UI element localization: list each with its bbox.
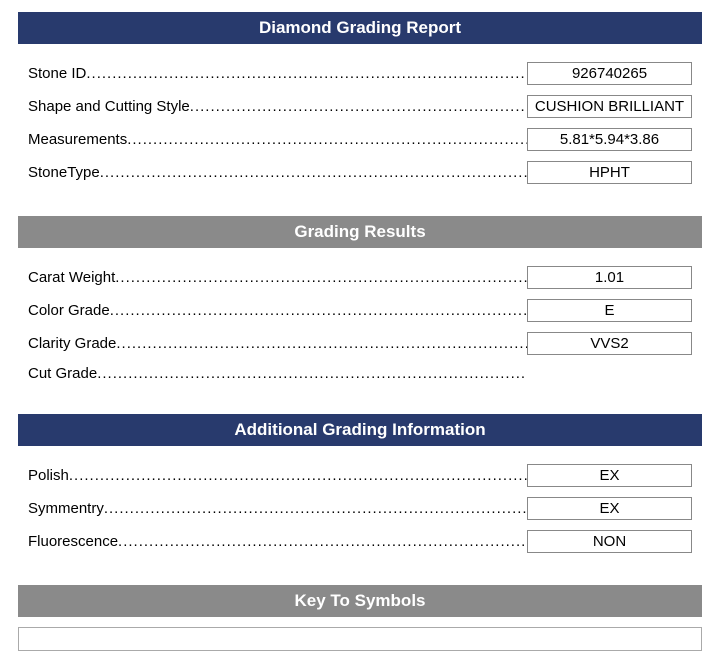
row-value-wrap: VVS2 [527, 332, 692, 355]
row-label: Polish [28, 467, 527, 484]
report-root: Diamond Grading ReportStone ID926740265S… [18, 12, 702, 651]
row-value: CUSHION BRILLIANT [527, 95, 692, 118]
report-row: Fluorescence NON [28, 530, 692, 553]
row-label: Stone ID [28, 65, 527, 82]
row-value: EX [527, 497, 692, 520]
row-value-wrap: EX [527, 464, 692, 487]
row-label: Color Grade [28, 302, 527, 319]
row-label: Carat Weight [28, 269, 527, 286]
report-row: Symmentry EX [28, 497, 692, 520]
report-row: Shape and Cutting Style CUSHION BRILLIANT [28, 95, 692, 118]
row-value-wrap: 926740265 [527, 62, 692, 85]
report-row: Color Grade E [28, 299, 692, 322]
section-body-additional: Polish EX Symmentry EX Fluorescence NON [18, 446, 702, 573]
symbols-box [18, 627, 702, 651]
row-label: Fluorescence [28, 533, 527, 550]
row-label: StoneType [28, 164, 527, 181]
row-label-text: Fluorescence [28, 533, 118, 550]
report-row: Carat Weight 1.01 [28, 266, 692, 289]
row-value: 5.81*5.94*3.86 [527, 128, 692, 151]
report-row: Measurements 5.81*5.94*3.86 [28, 128, 692, 151]
section-header-main: Diamond Grading Report [18, 12, 702, 44]
row-label: Measurements [28, 131, 527, 148]
row-label-text: Clarity Grade [28, 335, 116, 352]
row-value: VVS2 [527, 332, 692, 355]
report-row: Stone ID 926740265 [28, 62, 692, 85]
row-label-text: Measurements [28, 131, 127, 148]
row-label: Clarity Grade [28, 335, 527, 352]
row-value-wrap: CUSHION BRILLIANT [527, 95, 692, 118]
section-header-grading: Grading Results [18, 216, 702, 248]
section-header-additional: Additional Grading Information [18, 414, 702, 446]
row-value-wrap: EX [527, 497, 692, 520]
row-label-text: Stone ID [28, 65, 86, 82]
row-value-wrap: E [527, 299, 692, 322]
row-label-text: StoneType [28, 164, 100, 181]
row-value: EX [527, 464, 692, 487]
report-row: StoneType HPHT [28, 161, 692, 184]
row-label-text: Symmentry [28, 500, 104, 517]
row-label-text: Cut Grade [28, 365, 97, 382]
row-value: 926740265 [527, 62, 692, 85]
row-value: 1.01 [527, 266, 692, 289]
row-label: Cut Grade [28, 365, 527, 382]
row-label: Shape and Cutting Style [28, 98, 527, 115]
row-label-text: Shape and Cutting Style [28, 98, 190, 115]
report-row: Clarity Grade VVS2 [28, 332, 692, 355]
row-value: E [527, 299, 692, 322]
row-label-text: Color Grade [28, 302, 110, 319]
row-value-wrap: 5.81*5.94*3.86 [527, 128, 692, 151]
report-row: Cut Grade [28, 365, 692, 382]
section-body-grading: Carat Weight 1.01 Color Grade E Clarity Grad… [18, 248, 702, 402]
row-label-text: Polish [28, 467, 69, 484]
section-body-main: Stone ID 926740265 Shape and Cutting Style… [18, 44, 702, 204]
row-value-wrap: HPHT [527, 161, 692, 184]
row-label: Symmentry [28, 500, 527, 517]
row-label-text: Carat Weight [28, 269, 115, 286]
row-value-wrap: NON [527, 530, 692, 553]
section-header-symbols: Key To Symbols [18, 585, 702, 617]
row-value: NON [527, 530, 692, 553]
row-value-wrap: 1.01 [527, 266, 692, 289]
report-row: Polish EX [28, 464, 692, 487]
row-value: HPHT [527, 161, 692, 184]
